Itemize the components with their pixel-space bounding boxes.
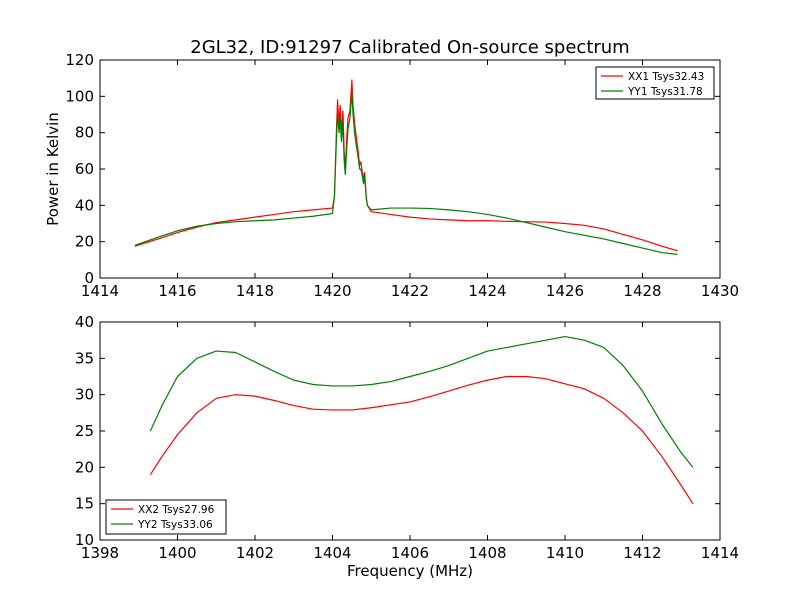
- x-tick-label: 1398: [81, 544, 119, 562]
- x-tick-label: 1406: [391, 544, 429, 562]
- x-tick-label: 1416: [158, 282, 196, 300]
- y-tick-label: 10: [75, 531, 94, 549]
- y-tick-label: 15: [75, 495, 94, 513]
- x-tick-label: 1414: [81, 282, 119, 300]
- y-tick-label: 40: [75, 313, 94, 331]
- y-tick-label: 60: [75, 160, 94, 178]
- series-line-1: [134, 79, 678, 252]
- x-axis-title: Frequency (MHz): [347, 562, 473, 580]
- y-tick-label: 40: [75, 196, 94, 214]
- y-tick-label: 30: [75, 386, 94, 404]
- series-line-2: [149, 335, 694, 468]
- x-tick-label: 1420: [313, 282, 351, 300]
- y-tick-label: 120: [65, 51, 94, 69]
- x-tick-label: 1426: [546, 282, 584, 300]
- x-tick-label: 1422: [391, 282, 429, 300]
- x-tick-label: 1408: [468, 544, 506, 562]
- x-tick-label: 1410: [546, 544, 584, 562]
- legend-box: [595, 66, 715, 100]
- legend: XX1 Tsys32.43 YY1 Tsys31.78: [595, 66, 715, 100]
- legend-label: YY2 Tsys33.06: [137, 519, 213, 531]
- x-tick-label: 1402: [236, 544, 274, 562]
- legend-label: YY1 Tsys31.78: [627, 86, 703, 98]
- series-line-2: [134, 92, 678, 255]
- y-tick-label: 25: [75, 422, 94, 440]
- figure-title: 2GL32, ID:91297 Calibrated On-source spe…: [190, 37, 629, 58]
- y-axis-title: Power in Kelvin: [44, 112, 62, 226]
- x-tick-label: 1404: [313, 544, 351, 562]
- y-tick-label: 35: [75, 349, 94, 367]
- y-tick-label: 80: [75, 124, 94, 142]
- series-line-1: [149, 375, 694, 504]
- top-chart: 1414 1416 1418 1420 1422 1424 1426 1428 1430 0 20 4…: [44, 51, 739, 300]
- y-tick-label: 0: [84, 269, 94, 287]
- x-tick-label: 1430: [701, 282, 739, 300]
- bottom-chart: 1398 1400 1402 1404 1406 1408 1410 1412 1414 10 15…: [75, 313, 739, 580]
- x-tick-label: 1428: [623, 282, 661, 300]
- legend-label: XX2 Tsys27.96: [138, 504, 215, 516]
- legend-box: [105, 499, 227, 535]
- x-tick-label: 1414: [701, 544, 739, 562]
- y-tick-label: 20: [75, 233, 94, 251]
- x-tick-label: 1418: [236, 282, 274, 300]
- y-tick-label: 20: [75, 458, 94, 476]
- y-tick-label: 100: [65, 87, 94, 105]
- x-tick-label: 1412: [623, 544, 661, 562]
- x-tick-label: 1424: [468, 282, 506, 300]
- legend: XX2 Tsys27.96 YY2 Tsys33.06: [105, 499, 227, 535]
- legend-label: XX1 Tsys32.43: [628, 71, 704, 83]
- x-tick-label: 1400: [158, 544, 196, 562]
